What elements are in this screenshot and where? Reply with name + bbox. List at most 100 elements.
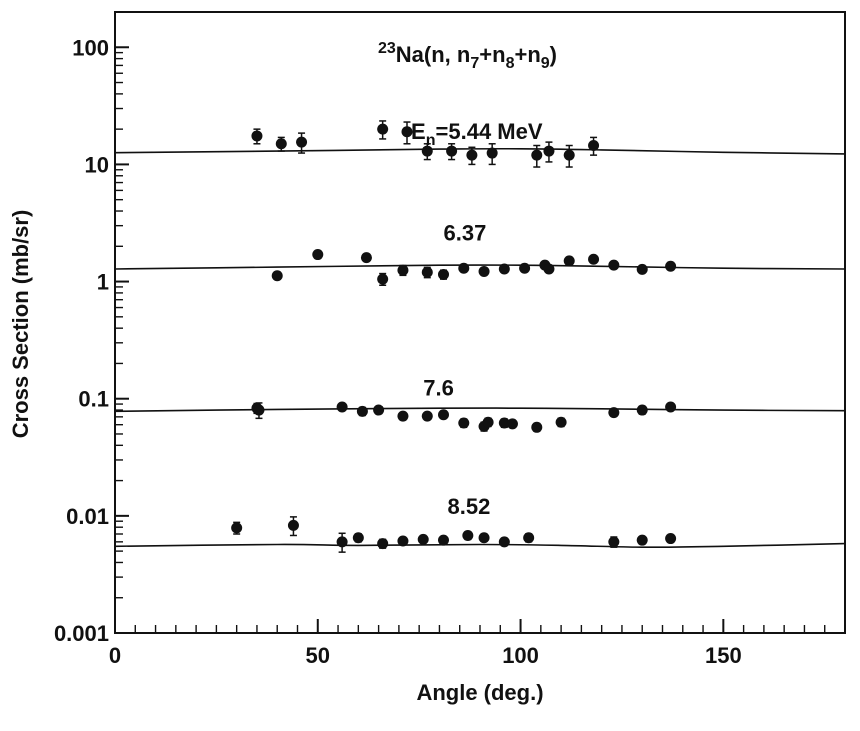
data-point [608, 407, 620, 419]
data-point [253, 402, 265, 420]
data-point [458, 417, 470, 429]
theory-curve-2 [114, 407, 846, 413]
reaction-element: Na(n, n [396, 42, 471, 67]
series-label-sub: n [426, 132, 436, 149]
point-marker [531, 149, 543, 161]
annotations: En=5.44 MeV 6.37 7.6 8.52 [411, 119, 543, 519]
data-point [377, 272, 389, 287]
point-marker [421, 266, 433, 278]
point-marker [438, 534, 449, 546]
data-point [543, 141, 555, 163]
point-marker [608, 259, 620, 271]
data-point [421, 410, 433, 422]
data-point [665, 260, 677, 272]
y-tick-label: 100 [72, 35, 109, 60]
data-point [421, 143, 433, 161]
data-point [360, 252, 372, 264]
data-point [312, 249, 324, 261]
point-marker [478, 265, 490, 277]
point-marker [466, 149, 478, 161]
reaction-sub-2: 8 [506, 55, 515, 72]
data-point [498, 536, 510, 548]
point-marker [531, 421, 543, 433]
data-point [506, 418, 518, 430]
data-point [336, 401, 348, 413]
point-marker [665, 533, 677, 545]
point-marker [458, 417, 470, 429]
point-marker [312, 249, 324, 261]
point-marker [397, 264, 409, 276]
data-point [478, 532, 490, 544]
tick-labels: 0 50 100 150 0.001 0.01 0.1 1 10 100 [54, 35, 742, 668]
point-marker [636, 263, 648, 275]
point-marker [275, 138, 287, 150]
series-label-text: 7.6 [423, 376, 454, 401]
point-marker [498, 417, 510, 429]
point-marker [523, 532, 535, 544]
data-point [401, 121, 413, 145]
data-point [519, 262, 531, 274]
data-point [397, 264, 409, 277]
point-marker [373, 404, 385, 416]
reaction-close: ) [550, 42, 557, 67]
data-point [271, 270, 283, 282]
series-label-prefix: E [411, 119, 426, 144]
axis-ticks [114, 11, 846, 634]
data-point [438, 268, 449, 280]
point-marker [563, 149, 575, 161]
point-marker [446, 145, 458, 157]
point-marker [498, 263, 510, 275]
data-point [636, 404, 648, 416]
point-marker [519, 262, 531, 274]
point-marker [636, 404, 648, 416]
point-marker [377, 273, 389, 285]
point-marker [352, 532, 364, 544]
point-marker [397, 410, 409, 422]
point-marker [251, 130, 263, 142]
series-label-1: 6.37 [444, 220, 487, 245]
reaction-plus-1: +n [479, 42, 505, 67]
data-point [478, 265, 490, 277]
point-marker [665, 260, 677, 272]
point-marker [506, 418, 518, 430]
data-point [588, 253, 600, 265]
point-marker [377, 538, 389, 550]
x-tick-label: 150 [705, 643, 742, 668]
series-label-text: =5.44 MeV [436, 119, 543, 144]
data-point [563, 144, 575, 168]
point-marker [401, 126, 413, 138]
data-point [377, 538, 389, 550]
data-point [421, 266, 433, 279]
point-marker [665, 401, 677, 413]
data-point [251, 128, 263, 145]
point-marker [543, 263, 555, 275]
point-marker [462, 529, 474, 541]
data-point [438, 409, 449, 421]
point-marker [336, 401, 348, 413]
y-tick-label: 1 [97, 270, 109, 295]
point-marker [482, 416, 494, 428]
series-label-text: 8.52 [448, 494, 491, 519]
reaction-label: 23Na(n, n7+n8+n9) [378, 40, 557, 72]
point-marker [253, 404, 265, 416]
series-label-text: 6.37 [444, 220, 487, 245]
series-label-0: En=5.44 MeV [411, 119, 543, 149]
point-marker [397, 535, 409, 547]
theory-curve-0 [114, 147, 846, 155]
data-point [636, 534, 648, 546]
data-point [486, 143, 498, 166]
point-marker [287, 519, 299, 531]
data-point [482, 416, 494, 428]
point-marker [498, 536, 510, 548]
data-point [287, 516, 299, 537]
point-marker [543, 145, 555, 157]
y-tick-label: 0.01 [66, 504, 109, 529]
data-point [458, 262, 470, 274]
point-marker [478, 532, 490, 544]
reaction-sub-1: 7 [470, 55, 479, 72]
data-point [543, 263, 555, 275]
data-point [438, 534, 449, 546]
data-points [231, 120, 677, 553]
